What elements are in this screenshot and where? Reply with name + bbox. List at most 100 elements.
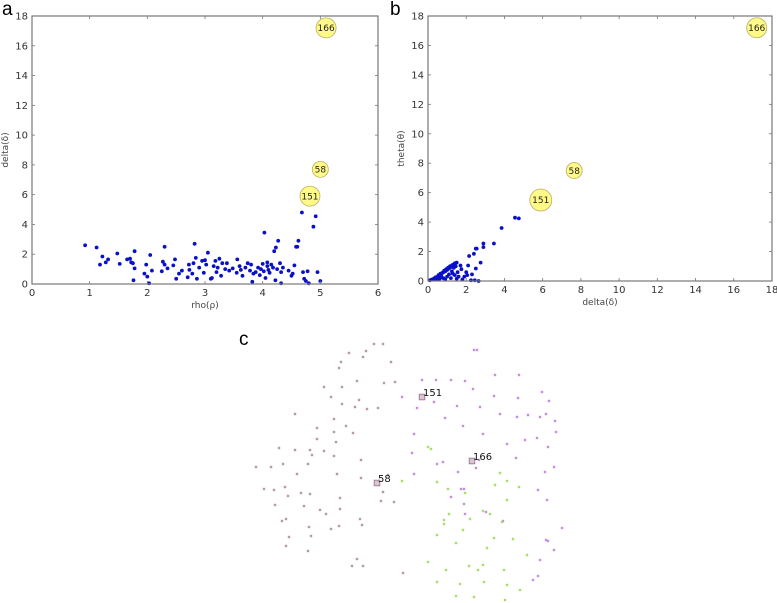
embedding-point: [484, 510, 488, 514]
data-point: [204, 262, 209, 267]
embedding-point: [515, 415, 519, 419]
embedding-point: [284, 517, 288, 521]
data-point: [276, 238, 281, 243]
embedding-point: [442, 518, 446, 522]
data-point: [467, 254, 471, 258]
embedding-point: [442, 522, 446, 526]
data-point: [292, 263, 297, 268]
y-tick-label: 12: [411, 100, 424, 111]
data-point: [286, 268, 291, 273]
embedding-point: [526, 413, 530, 417]
data-point: [147, 281, 152, 286]
embedding-point: [525, 553, 529, 557]
data-point: [213, 259, 218, 263]
data-point: [262, 230, 267, 235]
embedding-point: [435, 580, 439, 584]
y-tick-label: 0: [418, 277, 424, 288]
data-point: [279, 281, 283, 286]
x-tick-label: 6: [539, 285, 545, 296]
data-point: [306, 281, 311, 286]
plot-frame: [31, 15, 379, 285]
embedding-point: [254, 465, 258, 469]
embedding-point: [332, 454, 336, 458]
data-point: [272, 249, 277, 254]
data-point: [128, 256, 132, 261]
embedding-point: [545, 498, 549, 502]
embedding-point: [461, 424, 465, 428]
embedding-point: [492, 394, 496, 398]
embedding-point: [355, 557, 359, 561]
center-label: 151: [423, 388, 442, 399]
data-point: [162, 244, 167, 249]
embedding-point: [552, 548, 556, 552]
data-point: [474, 246, 479, 251]
data-point: [103, 260, 108, 265]
embedding-point: [463, 491, 467, 495]
embedding-point: [359, 476, 363, 480]
data-point: [215, 265, 220, 270]
data-point: [161, 259, 165, 264]
embedding-point: [347, 351, 351, 355]
embedding-point: [435, 533, 439, 537]
data-point: [499, 226, 504, 230]
data-point: [159, 269, 164, 274]
data-point: [230, 266, 235, 271]
embedding-point: [463, 379, 467, 383]
data-point: [125, 257, 129, 262]
cluster-center-166: 166: [468, 452, 492, 465]
embedding-point: [410, 451, 414, 455]
embedding-point: [381, 342, 385, 346]
embedding-point: [498, 471, 502, 475]
embedding-point: [446, 487, 450, 491]
embedding-point: [284, 544, 288, 548]
embedding-point: [429, 447, 433, 451]
embedding-point: [386, 473, 390, 477]
data-point: [191, 261, 196, 266]
data-point: [173, 257, 177, 262]
data-point: [256, 265, 260, 270]
data-point: [267, 270, 272, 275]
embedding-point: [392, 500, 396, 504]
data-point: [227, 268, 232, 273]
data-point: [200, 259, 205, 263]
embedding-point: [492, 536, 496, 540]
embedding-point: [329, 395, 333, 399]
embedding-point: [503, 598, 507, 602]
embedding-point: [415, 406, 419, 410]
embedding-point: [357, 398, 361, 402]
embedding-point: [359, 458, 363, 462]
y-tick-label: 12: [15, 101, 28, 112]
center-label: 166: [473, 452, 492, 463]
cluster-166: [400, 445, 529, 602]
data-point: [455, 270, 460, 275]
data-point: [478, 260, 483, 265]
data-point: [220, 261, 225, 266]
embedding-point: [462, 487, 466, 491]
embedding-point: [412, 432, 416, 436]
y-axis: 0 2 4 6 8 10 12 14 16 18 theta(θ): [397, 12, 772, 288]
data-point: [193, 256, 198, 260]
data-point: [203, 258, 207, 263]
embedding-point: [444, 568, 448, 572]
embedding-point: [299, 491, 303, 495]
embedding-point: [488, 512, 492, 516]
panel-label-b: b: [390, 0, 401, 20]
data-point: [452, 273, 457, 277]
data-point: [106, 257, 110, 262]
embedding-point: [516, 396, 520, 400]
embedding-point: [472, 348, 476, 352]
embedding-point: [493, 373, 497, 377]
y-tick-label: 10: [411, 129, 424, 140]
embedding-point: [293, 412, 297, 416]
data-point: [472, 251, 476, 256]
embedding-point: [498, 412, 502, 416]
data-point: [115, 251, 120, 256]
embedding-point: [435, 462, 439, 466]
embedding-point: [287, 535, 291, 539]
embedding-point: [478, 405, 482, 409]
embedding-point: [472, 595, 476, 599]
cluster-center-151: 151: [418, 388, 442, 401]
embedding-point: [493, 483, 497, 487]
data-point: [481, 241, 486, 246]
cluster-151: [400, 348, 564, 582]
